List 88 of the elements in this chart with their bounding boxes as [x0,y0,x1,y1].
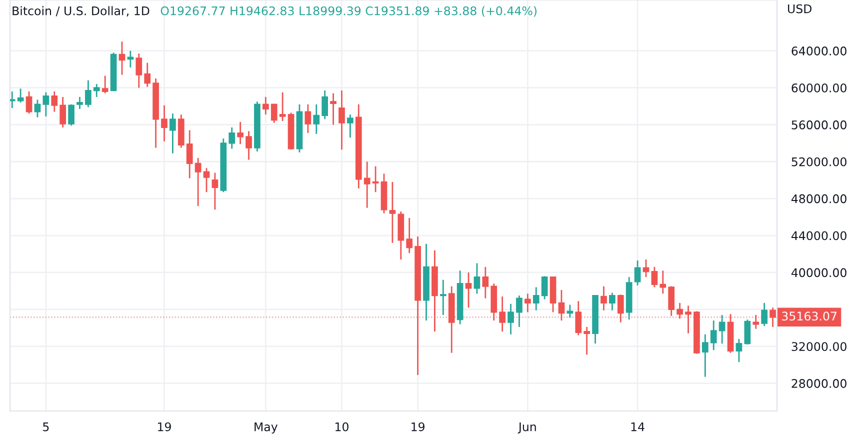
candlestick [194,157,202,207]
y-tick-label: 28000.00 [792,379,846,388]
candlestick [246,130,252,160]
candlestick [406,217,413,254]
candlestick [161,104,168,142]
x-tick-label: 14 [631,422,644,432]
candlestick [634,260,641,286]
candlestick [10,90,16,109]
x-tick-label: 10 [336,422,348,432]
ref-line-label: 35163.07 [782,312,836,321]
y-tick-label: 60000.00 [792,83,846,92]
candlestick [372,166,379,193]
candlestick [364,160,370,209]
candlestick [642,258,650,278]
candlestick [136,52,142,88]
candlestick [93,83,100,98]
x-tick-label: 19 [412,422,424,432]
candlestick [304,104,312,134]
chart-subtitle: O19267.77 H19462.83 L18999.39 C19351.89 +83.88 (+0.44%) [160,6,537,17]
candlestick [60,96,66,128]
x-tick-label: Jun [518,422,536,434]
y-tick-label: 56000.00 [792,120,846,130]
candlestick [617,294,624,324]
candlestick [34,99,41,118]
candlestick [389,181,396,244]
candlestick [761,302,768,327]
candlestick [203,167,210,193]
y-tick-label: 52000.00 [792,157,846,166]
candlestick [584,326,590,356]
candlestick [499,296,506,332]
candlestick [102,75,108,94]
candlestick [508,303,514,336]
candlestick [600,286,607,312]
candlestick [170,112,176,154]
candlestick [440,279,446,316]
candlestick [541,275,548,300]
candlestick [42,92,50,118]
candlestick [575,300,582,336]
y-axis-title: USD [788,4,812,14]
x-tick-label: May [254,422,278,434]
candlestick [660,270,666,294]
candlestick [651,266,658,288]
candlestick [482,266,489,300]
candlestick [532,286,540,312]
candlestick [186,130,193,179]
candlestick [85,80,92,108]
candlestick [322,90,328,120]
candlestick [516,294,522,328]
candlestick [144,62,151,88]
candlestick [752,314,760,330]
candlestick [51,90,58,112]
candlestick [279,92,286,122]
candlestick [524,293,531,313]
candlestick [262,96,269,116]
candlestick [270,104,278,124]
candlestick [228,126,236,150]
candlestick [668,286,675,317]
candlestick [685,305,692,334]
candlestick [702,334,708,378]
y-tick-label: 32000.00 [792,342,846,351]
candlestick [212,172,218,210]
candlestick [474,262,480,294]
candlestick [26,90,32,114]
candlestick [313,104,320,135]
candlestick [566,304,574,318]
candlestick [127,50,134,68]
candlestick [76,96,83,110]
candlestick [710,320,717,351]
candlestick [609,292,616,312]
candlestick [465,272,472,308]
x-tick-label: 5 [43,422,49,432]
candlestick [718,314,726,344]
candlestick [330,92,336,126]
candlestick [338,90,345,150]
candlestick [237,121,244,145]
candlestick [347,114,354,138]
candlestick [744,318,751,346]
candlestick [558,289,565,322]
candlestick [676,302,683,320]
y-tick-label: 48000.00 [791,194,846,204]
x-tick-label: 19 [158,422,171,432]
y-tick-label: 44000.00 [791,231,846,240]
candlestick [118,40,126,76]
y-tick-label: 40000.00 [791,268,846,278]
candlestick [68,104,74,126]
candlestick [736,338,742,363]
y-tick-label: 64000.00 [792,46,846,56]
chart-title: Bitcoin / U.S. Dollar, 1D [12,6,150,17]
